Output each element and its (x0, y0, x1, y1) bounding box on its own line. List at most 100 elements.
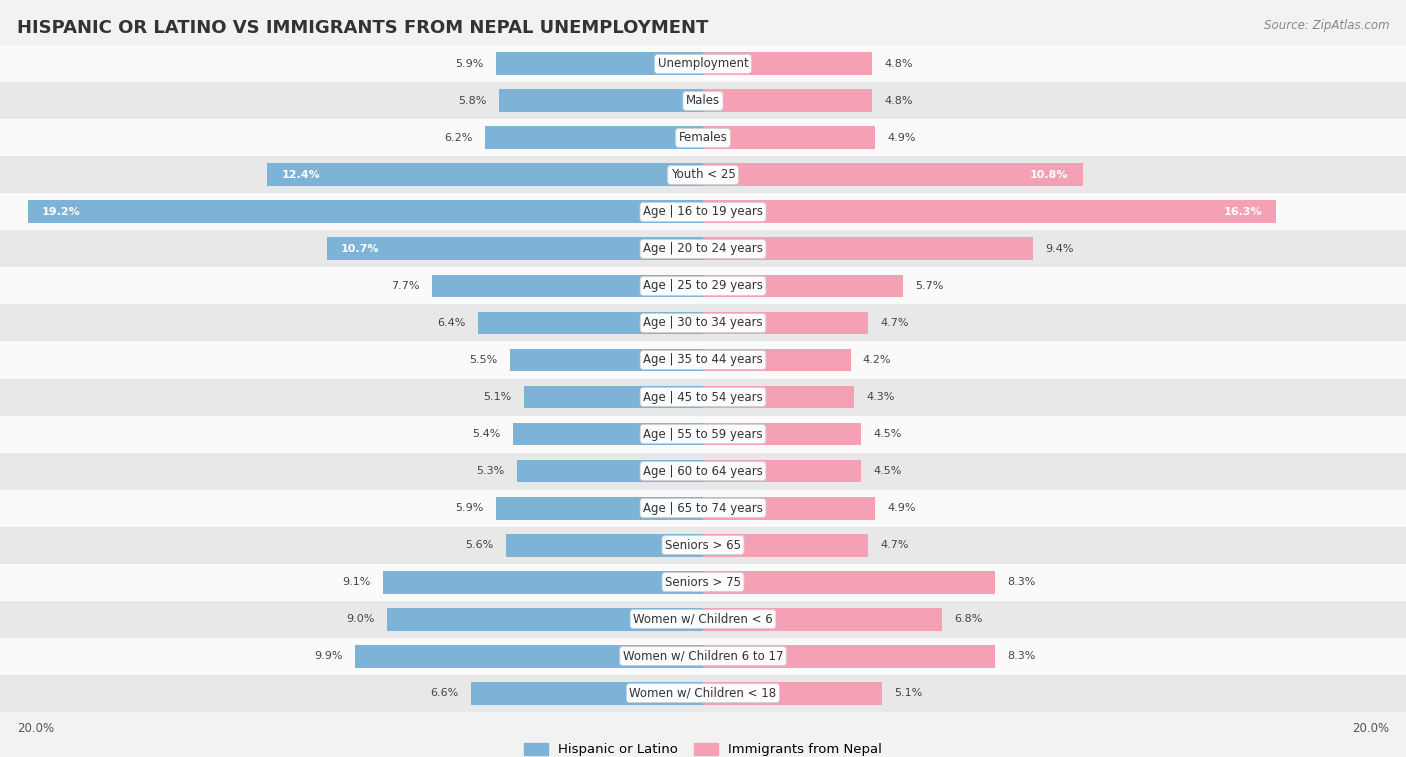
Bar (0, 378, 1406, 416)
Text: Age | 65 to 74 years: Age | 65 to 74 years (643, 502, 763, 515)
Text: Age | 20 to 24 years: Age | 20 to 24 years (643, 242, 763, 255)
Text: Seniors > 65: Seniors > 65 (665, 538, 741, 552)
Text: Age | 55 to 59 years: Age | 55 to 59 years (643, 428, 763, 441)
Text: 5.8%: 5.8% (458, 96, 486, 106)
Bar (0, 45, 1406, 83)
Text: 9.9%: 9.9% (314, 651, 343, 661)
Bar (496, 52, 703, 76)
Text: 4.8%: 4.8% (884, 59, 912, 69)
Bar (0, 416, 1406, 453)
Bar (703, 571, 995, 593)
Text: 10.7%: 10.7% (342, 244, 380, 254)
Bar (28, 201, 703, 223)
Text: 5.9%: 5.9% (456, 59, 484, 69)
Text: Youth < 25: Youth < 25 (671, 169, 735, 182)
Bar (0, 637, 1406, 674)
Text: 12.4%: 12.4% (281, 170, 321, 180)
Bar (703, 89, 872, 112)
Bar (433, 275, 703, 298)
Text: 5.3%: 5.3% (477, 466, 505, 476)
Bar (703, 238, 1033, 260)
Text: Age | 60 to 64 years: Age | 60 to 64 years (643, 465, 763, 478)
Bar (485, 126, 703, 149)
Bar (703, 534, 869, 556)
Text: 9.1%: 9.1% (343, 577, 371, 587)
Text: 4.2%: 4.2% (863, 355, 891, 365)
Bar (703, 164, 1083, 186)
Bar (0, 267, 1406, 304)
Bar (499, 89, 703, 112)
Bar (703, 385, 855, 409)
Bar (0, 83, 1406, 120)
Text: 5.1%: 5.1% (484, 392, 512, 402)
Bar (703, 422, 860, 445)
Bar (703, 459, 860, 482)
Bar (517, 459, 703, 482)
Bar (703, 201, 1277, 223)
Bar (513, 422, 703, 445)
Bar (0, 304, 1406, 341)
Text: Women w/ Children 6 to 17: Women w/ Children 6 to 17 (623, 650, 783, 662)
Text: Unemployment: Unemployment (658, 58, 748, 70)
Text: 5.6%: 5.6% (465, 540, 494, 550)
Text: 8.3%: 8.3% (1007, 651, 1035, 661)
Bar (382, 571, 703, 593)
Bar (0, 453, 1406, 490)
Bar (703, 312, 869, 335)
Bar (0, 600, 1406, 637)
Text: 4.5%: 4.5% (873, 429, 901, 439)
Bar (471, 681, 703, 705)
Bar (0, 157, 1406, 194)
Bar (703, 52, 872, 76)
Text: 19.2%: 19.2% (42, 207, 82, 217)
Bar (703, 681, 883, 705)
Text: HISPANIC OR LATINO VS IMMIGRANTS FROM NEPAL UNEMPLOYMENT: HISPANIC OR LATINO VS IMMIGRANTS FROM NE… (17, 19, 709, 37)
Text: 6.2%: 6.2% (444, 133, 472, 143)
Text: Males: Males (686, 95, 720, 107)
Bar (703, 275, 904, 298)
Bar (703, 645, 995, 668)
Bar (478, 312, 703, 335)
Bar (387, 608, 703, 631)
Bar (0, 563, 1406, 600)
Text: 20.0%: 20.0% (1353, 721, 1389, 735)
Bar (506, 534, 703, 556)
Text: 4.5%: 4.5% (873, 466, 901, 476)
Text: 4.7%: 4.7% (880, 318, 910, 328)
Text: Women w/ Children < 6: Women w/ Children < 6 (633, 612, 773, 625)
Text: 10.8%: 10.8% (1031, 170, 1069, 180)
Text: Source: ZipAtlas.com: Source: ZipAtlas.com (1264, 19, 1389, 32)
Text: Age | 30 to 34 years: Age | 30 to 34 years (643, 316, 763, 329)
Text: 16.3%: 16.3% (1223, 207, 1263, 217)
Bar (328, 238, 703, 260)
Text: Females: Females (679, 132, 727, 145)
Bar (267, 164, 703, 186)
Text: 4.9%: 4.9% (887, 133, 917, 143)
Text: 8.3%: 8.3% (1007, 577, 1035, 587)
Text: 9.0%: 9.0% (346, 614, 374, 624)
Text: 9.4%: 9.4% (1046, 244, 1074, 254)
Text: 5.7%: 5.7% (915, 281, 943, 291)
Text: 7.7%: 7.7% (391, 281, 420, 291)
Text: Women w/ Children < 18: Women w/ Children < 18 (630, 687, 776, 699)
Text: Seniors > 75: Seniors > 75 (665, 575, 741, 588)
Text: 5.1%: 5.1% (894, 688, 922, 698)
Text: 5.9%: 5.9% (456, 503, 484, 513)
Bar (524, 385, 703, 409)
Text: 6.4%: 6.4% (437, 318, 465, 328)
Bar (354, 645, 703, 668)
Text: 4.3%: 4.3% (866, 392, 894, 402)
Text: Age | 45 to 54 years: Age | 45 to 54 years (643, 391, 763, 403)
Text: 5.5%: 5.5% (470, 355, 498, 365)
Bar (0, 527, 1406, 563)
Text: 20.0%: 20.0% (17, 721, 53, 735)
Text: 4.9%: 4.9% (887, 503, 917, 513)
Bar (0, 194, 1406, 230)
Bar (0, 341, 1406, 378)
Bar (510, 348, 703, 372)
Text: 6.6%: 6.6% (430, 688, 458, 698)
Legend: Hispanic or Latino, Immigrants from Nepal: Hispanic or Latino, Immigrants from Nepa… (519, 737, 887, 757)
Text: 4.7%: 4.7% (880, 540, 910, 550)
Text: 5.4%: 5.4% (472, 429, 501, 439)
Text: Age | 35 to 44 years: Age | 35 to 44 years (643, 354, 763, 366)
